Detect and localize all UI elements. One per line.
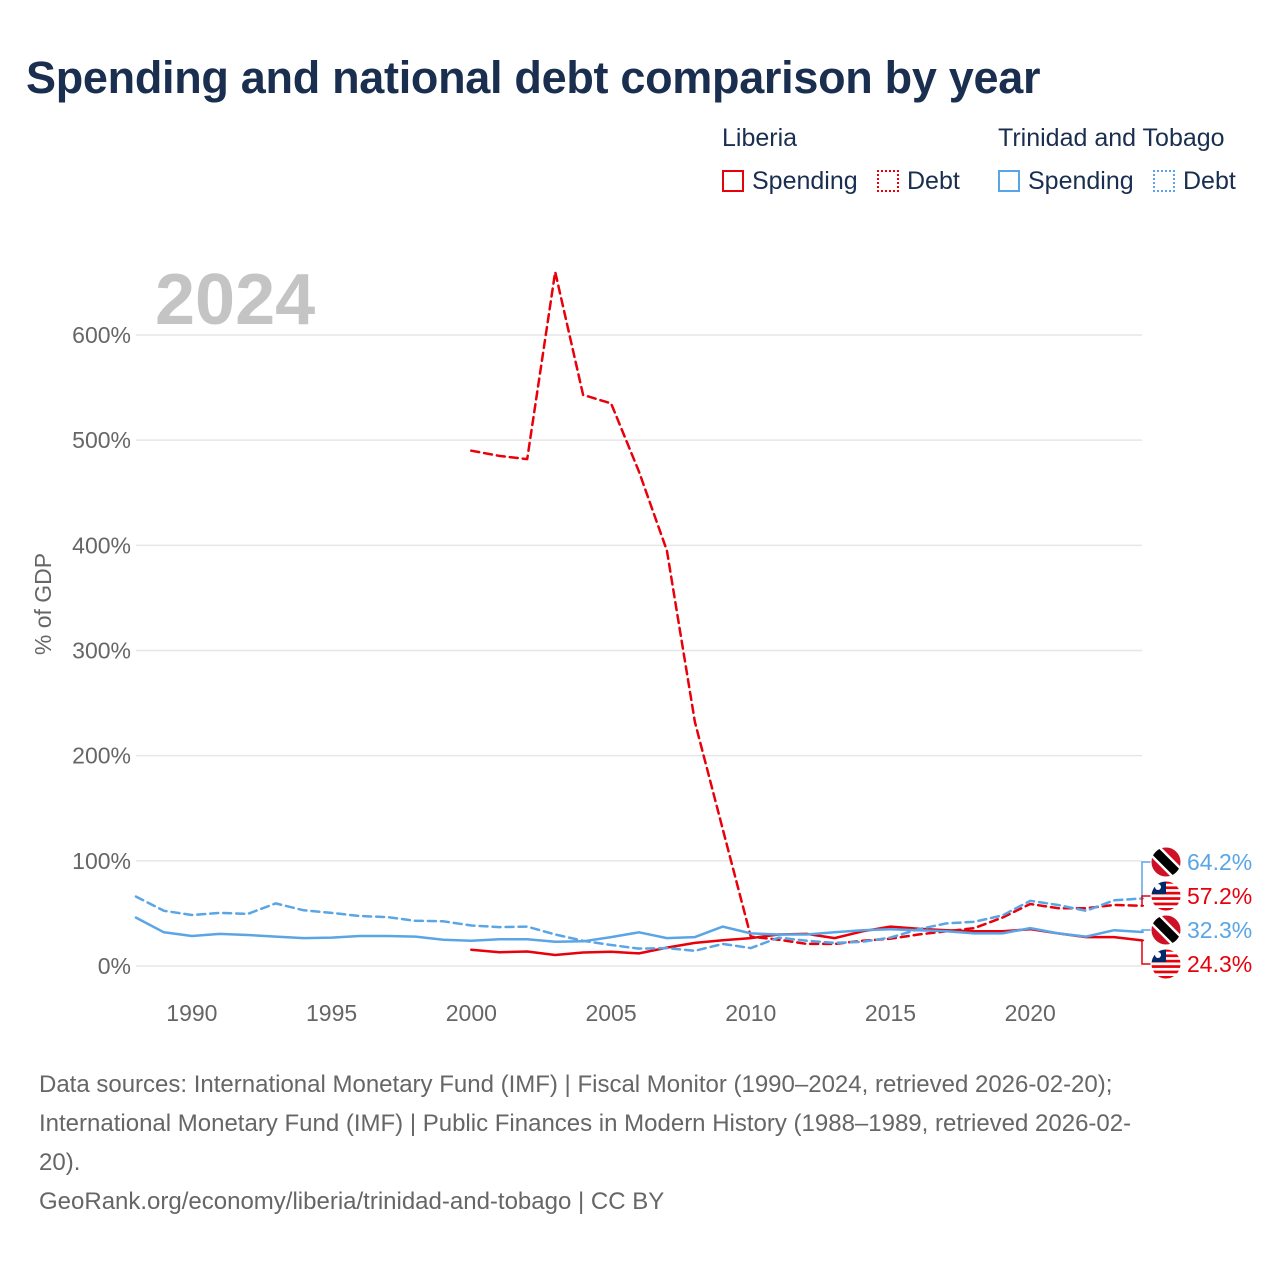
- x-tick-label: 1995: [306, 1000, 357, 1026]
- legend-swatch-dotted-blue: [1153, 170, 1175, 192]
- y-tick-label: 500%: [72, 427, 131, 453]
- y-tick-label: 300%: [72, 638, 131, 664]
- current-year-label: 2024: [155, 260, 315, 340]
- trinidad-and-tobago-flag-icon: [1151, 915, 1181, 945]
- legend-label: Spending: [752, 166, 858, 195]
- legend-swatch-dotted-red: [877, 170, 899, 192]
- legend-swatch-solid-blue: [998, 170, 1020, 192]
- liberia-debt-line[interactable]: [470, 270, 1144, 946]
- end-value-label: 57.2%: [1187, 883, 1252, 909]
- flag-border: [1150, 914, 1182, 946]
- y-tick-label: 600%: [72, 322, 131, 348]
- end-value-label: 32.3%: [1187, 917, 1252, 943]
- line-chart: 2024 % of GDP 0% 100% 200% 300% 400% 500% 600%…: [30, 260, 1252, 1026]
- legend-label: Debt: [1183, 166, 1236, 195]
- x-tick-label: 2000: [446, 1000, 497, 1026]
- x-tick-label: 2015: [865, 1000, 916, 1026]
- x-tick-label: 2010: [725, 1000, 776, 1026]
- legend-swatch-solid-red: [722, 170, 744, 192]
- end-label-connector: [1141, 895, 1151, 907]
- liberia-flag-icon: [1151, 881, 1181, 911]
- end-label-connector: [1141, 929, 1151, 933]
- legend-liberia-spending[interactable]: Spending: [722, 166, 858, 196]
- legend-tt-spending[interactable]: Spending: [998, 166, 1134, 196]
- legend-country-trinidad-and-tobago: Trinidad and Tobago: [998, 124, 1225, 152]
- series-lines: [134, 270, 1144, 957]
- end-value-label: 24.3%: [1187, 951, 1252, 977]
- trinidad-and-tobago-debt-line[interactable]: [134, 895, 1144, 953]
- flag-border: [1150, 846, 1182, 878]
- x-tick-label: 1990: [166, 1000, 217, 1026]
- legend-label: Spending: [1028, 166, 1134, 195]
- flag-border: [1150, 880, 1182, 912]
- end-labels: 64.2% 57.2% 32.3% 24.3%: [1141, 846, 1252, 980]
- y-axis-label: % of GDP: [30, 553, 56, 655]
- legend-country-liberia: Liberia: [722, 124, 798, 152]
- x-tick-label: 2005: [585, 1000, 636, 1026]
- gridlines: [136, 334, 1142, 967]
- legend-liberia-debt[interactable]: Debt: [877, 166, 960, 196]
- footer-source-line-3: 20).: [39, 1149, 81, 1176]
- y-axis-ticks: 0% 100% 200% 300% 400% 500% 600%: [72, 322, 131, 979]
- trinidad-and-tobago-flag-icon: [1151, 847, 1181, 877]
- liberia-flag-icon: [1151, 949, 1181, 979]
- y-tick-label: 400%: [72, 532, 131, 558]
- x-tick-label: 2020: [1005, 1000, 1056, 1026]
- y-tick-label: 200%: [72, 743, 131, 769]
- end-label-connector: [1141, 939, 1151, 965]
- footer-attribution[interactable]: GeoRank.org/economy/liberia/trinidad-and…: [39, 1188, 665, 1215]
- legend-label: Debt: [907, 166, 960, 195]
- y-tick-label: 100%: [72, 848, 131, 874]
- footer-source-line-1: Data sources: International Monetary Fun…: [39, 1071, 1113, 1098]
- y-tick-label: 0%: [98, 953, 131, 979]
- chart-title: Spending and national debt comparison by…: [26, 52, 1041, 103]
- footer-source-line-2: International Monetary Fund (IMF) | Publ…: [39, 1110, 1132, 1137]
- trinidad-and-tobago-spending-line[interactable]: [134, 916, 1144, 944]
- end-value-label: 64.2%: [1187, 849, 1252, 875]
- x-axis-ticks: 1990 1995 2000 2005 2010 2015 2020: [166, 1000, 1056, 1026]
- end-label-connector: [1141, 861, 1151, 900]
- legend-tt-debt[interactable]: Debt: [1153, 166, 1236, 196]
- flag-border: [1150, 948, 1182, 980]
